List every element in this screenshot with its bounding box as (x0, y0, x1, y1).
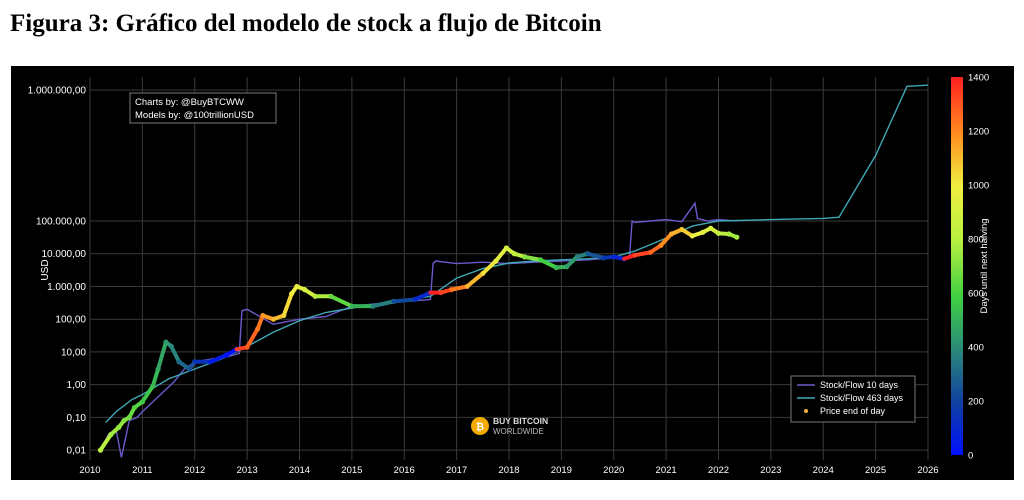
y-tick-label: 100.000,00 (36, 216, 86, 227)
x-tick-label: 2020 (603, 465, 624, 476)
x-tick-label: 2018 (498, 465, 519, 476)
x-tick-label: 2023 (760, 465, 781, 476)
figure-title: Figura 3: Gráfico del modelo de stock a … (10, 10, 602, 37)
colorbar-label: Days until next halving (979, 218, 990, 313)
price-segment (328, 294, 354, 309)
y-tick-labels: 0,01 0,10 1,00 10,00 100,00 1.000,00 10.000,00… (28, 86, 87, 457)
colorbar-tick-label: 400 (968, 343, 984, 354)
y-tick-label: 0,10 (67, 413, 87, 424)
y-axis-label: USD (40, 259, 51, 280)
y-tick-label: 0,01 (67, 446, 87, 457)
price-segment (169, 344, 182, 364)
watermark-logo: ₿ BUY BITCOIN WORLDWIDE (471, 416, 548, 436)
grid-lines (89, 77, 929, 460)
colorbar (951, 77, 963, 455)
price-segment (208, 353, 229, 364)
x-tick-label: 2016 (394, 465, 415, 476)
colorbar-tick-label: 1400 (968, 73, 989, 84)
price-segment (493, 245, 509, 263)
watermark-line-2: WORLDWIDE (493, 427, 544, 436)
price-segment (281, 291, 294, 318)
x-tick-labels: 2010 2011 2012 2013 2014 2015 2016 2017 2018 2019… (79, 465, 938, 476)
price-segment (585, 251, 606, 260)
y-tick-label: 1.000.000,00 (28, 86, 87, 97)
x-tick-label: 2010 (79, 465, 100, 476)
x-tick-label: 2015 (341, 465, 362, 476)
price-segment (412, 290, 433, 302)
x-tick-label: 2021 (656, 465, 677, 476)
legend-label-price: Price end of day (820, 406, 886, 416)
x-tick-label: 2024 (813, 465, 834, 476)
bitcoin-symbol: ₿ (476, 421, 484, 433)
watermark-line-1: BUY BITCOIN (493, 416, 548, 426)
x-tick-label: 2012 (184, 465, 205, 476)
colorbar-tick-label: 200 (968, 397, 984, 408)
price-segment (98, 432, 113, 453)
colorbar-tick-label: 0 (968, 451, 973, 462)
price-segment (150, 367, 161, 389)
y-tick-label: 10,00 (61, 347, 86, 358)
price-point (734, 234, 740, 240)
price-segment (391, 297, 417, 304)
colorbar-tick-label: 600 (968, 289, 984, 300)
x-tick-label: 2019 (551, 465, 572, 476)
series-line-stock-flow-463-days (105, 84, 929, 423)
legend-label-sf463: Stock/Flow 463 days (820, 393, 904, 403)
x-tick-label: 2014 (289, 465, 310, 476)
price-segment (465, 271, 485, 289)
colorbar-tick-label: 800 (968, 235, 984, 246)
price-segment (480, 258, 498, 276)
colorbar-tick-labels: 0 200 400 600 800 1000 1200 1400 (968, 73, 989, 462)
series-layer (97, 84, 929, 458)
x-tick-label: 2025 (865, 465, 886, 476)
price-segment (140, 384, 155, 404)
y-tick-label: 10.000,00 (42, 249, 87, 260)
price-segment (632, 250, 653, 258)
legend-label-sf10: Stock/Flow 10 days (820, 380, 899, 390)
colorbar-tick-label: 1200 (968, 127, 989, 138)
credits-line-2: Models by: @100trillionUSD (135, 110, 254, 121)
x-tick-label: 2017 (446, 465, 467, 476)
bitcoin-coin-icon (471, 417, 489, 435)
x-tick-label: 2013 (237, 465, 258, 476)
colorbar-tick-label: 1000 (968, 181, 989, 192)
y-tick-label: 1.000,00 (47, 282, 86, 293)
legend: Stock/Flow 10 days Stock/Flow 463 days P… (790, 375, 916, 423)
price-segment (538, 257, 559, 270)
y-tick-label: 100,00 (55, 315, 86, 326)
legend-swatch-price (804, 409, 808, 413)
y-tick-label: 1,00 (67, 380, 87, 391)
price-segment (156, 340, 168, 372)
x-tick-label: 2022 (708, 465, 729, 476)
credits-line-1: Charts by: @BuyBTCWW (135, 97, 244, 108)
x-tick-label: 2011 (132, 465, 152, 476)
price-segment (370, 299, 396, 309)
x-tick-label: 2026 (917, 465, 938, 476)
price-segment (245, 327, 260, 350)
price-segment (449, 284, 470, 292)
price-segment (522, 254, 543, 262)
credits-box: Charts by: @BuyBTCWW Models by: @100tril… (129, 92, 277, 124)
